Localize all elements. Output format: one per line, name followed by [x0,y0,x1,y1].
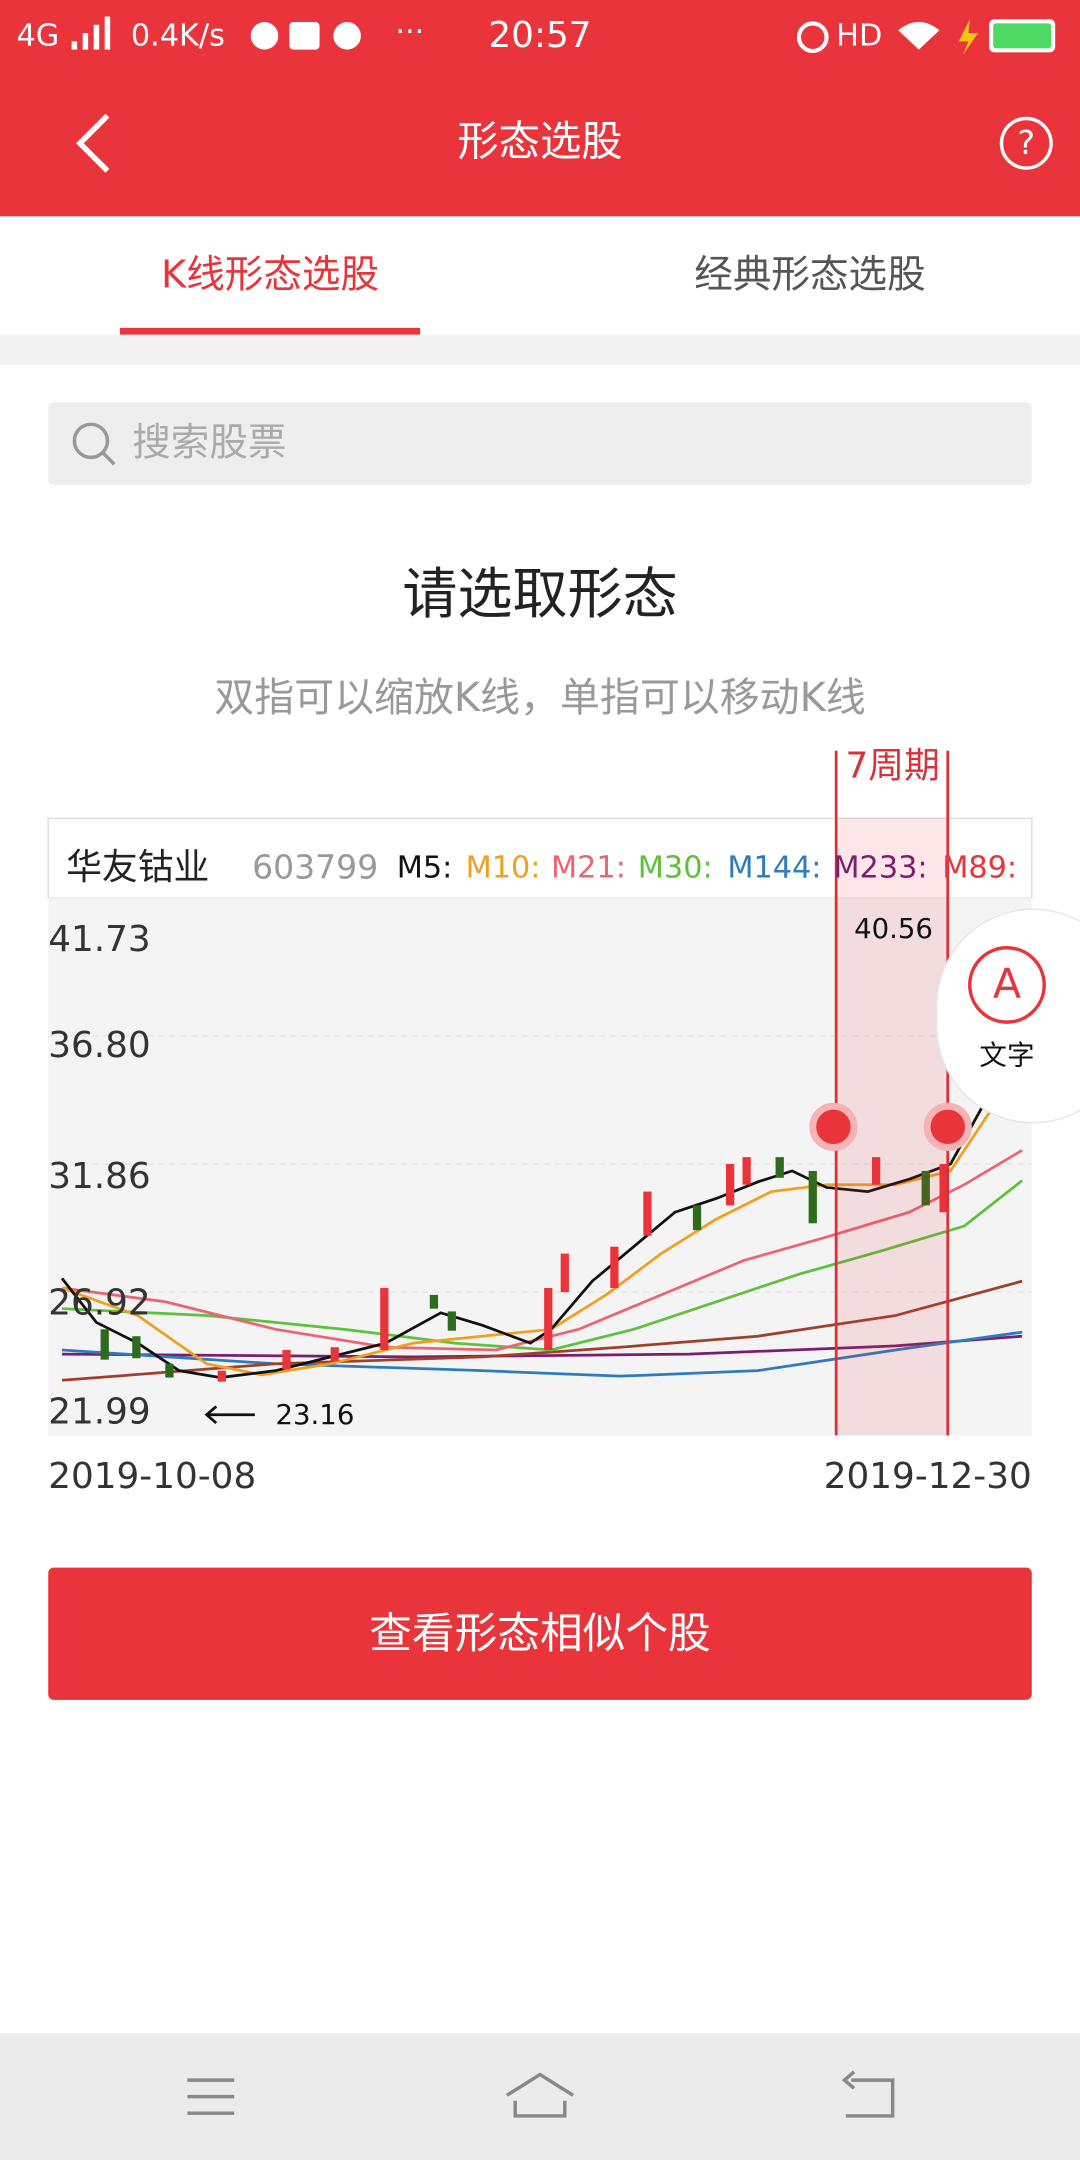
home-key[interactable] [506,2072,574,2118]
y-label: 21.99 [48,1391,150,1432]
more: ··· [395,15,424,50]
ma-label: M21: [551,851,626,886]
search-placeholder: 搜索股票 [132,420,286,465]
app-icon [289,22,320,50]
y-label: 41.73 [48,919,150,960]
tab[interactable]: 经典形态选股 [694,252,925,297]
nav-bar [0,2033,1080,2160]
y-labels: 41.73 36.80 31.86 26.92 21.99 [48,919,150,1432]
prompt-title: 请选取形态 [402,562,677,626]
selection-handle[interactable] [809,1102,858,1151]
ma-label: M144: [727,851,821,886]
period-label: 7周期 [845,745,939,786]
ma-lines [60,1087,1023,1382]
ma-label: M233: [833,851,927,886]
ma-label: M10: [466,851,541,886]
charge [958,19,979,56]
ma-label: M89: [942,851,1017,886]
network: 4G [17,19,60,54]
high-label: 40.56 [854,913,933,945]
status-bar: 4G 0.4K/s ··· 20:57 HD [17,15,1056,56]
speed: 0.4K/s [131,19,225,54]
tab[interactable]: K线形态选股 [161,252,379,297]
ma-label: M30: [638,851,713,886]
stock-name: 华友钴业 [66,847,209,888]
page-title: 形态选股 [457,118,622,166]
alarm [796,21,829,54]
grid [48,1035,1032,1293]
divider [0,334,1080,366]
help-button[interactable]: ? [999,116,1053,170]
time: 20:57 [488,15,591,56]
battery-level [993,23,1052,49]
float-label: 文字 [979,1040,1034,1072]
wifi [898,22,940,50]
action-button[interactable]: 查看形态相似个股 [48,1567,1032,1700]
msg-icon [250,22,279,50]
stock-code: 603799 [252,848,378,887]
back-button[interactable] [76,113,110,173]
back-key[interactable] [841,2070,895,2118]
ma-legend: M5: M10: M21: M30: M144: M233: M89: [397,851,1017,886]
app-bar [0,0,1080,217]
low-label: 23.16 [276,1399,355,1431]
end-date: 2019-12-30 [824,1456,1032,1497]
candles [100,1157,948,1382]
signal [71,16,111,50]
kline-chart[interactable]: 7周期 华友钴业 603799 M5: M10: M21: M30: M144: M233… [47,745,1033,1436]
menu-key[interactable] [187,2078,235,2115]
action-label: 查看形态相似个股 [369,1609,711,1659]
float-icon: A [993,959,1021,1007]
search-box[interactable]: 搜索股票 [48,402,1032,485]
ma-label: M5: [397,851,453,886]
wechat-icon [333,22,361,50]
hd: HD [836,19,882,54]
float-button[interactable]: A 文字 [936,908,1080,1124]
svg-text:?: ? [1018,123,1036,162]
y-label: 36.80 [48,1025,150,1066]
low-arrow-head [204,1405,218,1425]
y-label: 26.92 [48,1283,150,1324]
chart-header [47,817,1033,899]
tab-indicator [119,327,421,335]
y-label: 31.86 [48,1156,150,1197]
start-date: 2019-10-08 [48,1456,256,1497]
prompt-subtitle: 双指可以缩放K线，单指可以移动K线 [214,675,865,721]
selection-handle[interactable] [923,1102,972,1151]
